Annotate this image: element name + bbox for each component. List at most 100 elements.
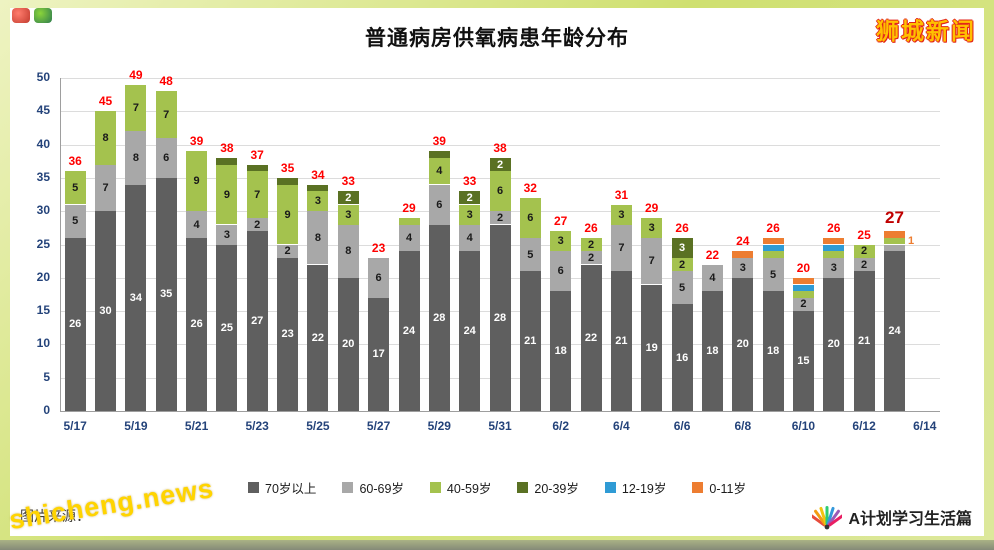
bar-segment [307, 211, 329, 265]
bar-segment-label: 6 [375, 271, 382, 284]
bar-segment-label: 16 [675, 351, 689, 364]
legend-label: 40-59岁 [446, 482, 492, 496]
bar-segment [610, 224, 632, 272]
bar-segment [368, 257, 390, 298]
bar-segment-label: 3 [345, 208, 352, 221]
bar-segment-label: 7 [102, 181, 109, 194]
bar-segment-label: 6 [163, 151, 170, 164]
bar-segment-label: 2 [254, 218, 261, 231]
bar-segment [428, 224, 450, 411]
footer-logo: A计划学习生活篇 [812, 503, 972, 530]
legend-label: 60-69岁 [359, 482, 404, 496]
bar-segment [216, 244, 238, 411]
bar-segment-label: 6 [557, 265, 564, 278]
gridline [60, 411, 940, 412]
bar-total-label: 38 [493, 140, 507, 155]
bar-segment [823, 277, 845, 411]
x-axis-tick-label: 5/19 [124, 419, 148, 433]
bar-segment-label: 3 [648, 221, 655, 234]
bar-segment [519, 271, 541, 411]
bar-segment [155, 137, 177, 178]
bar-segment [580, 251, 602, 265]
legend-swatch [517, 482, 529, 493]
bar-segment-label: 2 [587, 251, 595, 264]
bar-segment [671, 304, 693, 411]
bar-segment-label: 17 [372, 348, 385, 361]
bar-segment [307, 184, 329, 192]
bar-total-label: 29 [402, 200, 416, 215]
bar-segment [792, 291, 814, 298]
bar-segment-label: 4 [405, 231, 413, 244]
bar-total-label: 48 [159, 74, 173, 89]
chart-plot-area: 0 5 10 15 20 25 30 35 40 45 50 26 5 5 36 30 7 8 45 34 8 7 49 35… [10, 8, 984, 473]
bar-segment [489, 157, 511, 172]
bar-segment-label: 4 [193, 218, 200, 231]
bar-segment-label: 20 [736, 338, 749, 351]
bar-segment [489, 224, 511, 411]
bar-segment-label: 27 [251, 315, 264, 328]
bar-segment [671, 271, 693, 305]
bar-segment-label: 28 [433, 311, 446, 324]
x-axis-tick-label: 6/12 [852, 419, 876, 433]
bar-total-label: 26 [584, 220, 598, 235]
bar-segment-label: 26 [69, 318, 82, 331]
bar-segment [95, 111, 116, 165]
bar-segment-label: 24 [463, 325, 476, 338]
bar-total-label: 29 [645, 200, 659, 215]
bar-segment [823, 237, 845, 245]
bar-total-label: 32 [523, 180, 537, 195]
bar-total-label: 49 [129, 67, 143, 82]
bar-segment [610, 271, 632, 411]
x-axis-tick-label: 6/2 [552, 419, 570, 433]
legend-item: 20-39岁 [517, 478, 579, 497]
y-axis-tick-label: 0 [43, 403, 50, 417]
bar-segment [610, 204, 632, 225]
bar-segment-label: 21 [857, 335, 871, 348]
bar-segment [580, 237, 602, 252]
y-axis-tick-label: 15 [36, 303, 50, 318]
x-axis-tick-label: 5/31 [488, 419, 512, 433]
legend-item: 40-59岁 [429, 478, 492, 497]
y-axis-tick-label: 50 [36, 70, 50, 84]
bar-segment-label: 8 [345, 245, 352, 258]
decor-icons [12, 8, 52, 23]
bar-segment-label: 5 [72, 215, 79, 228]
legend-swatch [342, 482, 354, 493]
bar-segment-label: 21 [615, 335, 628, 348]
bar-segment-label: 23 [281, 328, 294, 341]
bar-segment [884, 251, 905, 411]
bar-segment-label: 3 [618, 208, 625, 221]
bar-segment [337, 204, 359, 225]
bar-segment [853, 244, 875, 258]
bar-segment [64, 204, 86, 238]
bar-total-label: 25 [857, 227, 871, 242]
bar-total-label: 26 [675, 220, 689, 235]
bar-segment [550, 231, 572, 252]
bar-segment-label: 2 [466, 191, 473, 204]
bar-segment [853, 271, 875, 411]
bar-segment [732, 277, 754, 411]
bar-total-label: 27 [554, 214, 568, 229]
bar-segment [823, 244, 845, 252]
legend-item: 70岁以上 [248, 478, 316, 497]
bar-segment [823, 251, 845, 258]
bar-segment [489, 171, 511, 212]
bar-segment [428, 184, 450, 225]
legend-item: 0-11岁 [692, 478, 746, 497]
x-axis-tick-label: 5/17 [63, 419, 87, 433]
bar-segment [125, 131, 147, 185]
legend-swatch [429, 482, 441, 493]
footer-logo-text: A计划学习生活篇 [848, 510, 972, 528]
bar-segment [459, 191, 481, 205]
bar-segment [64, 171, 86, 205]
legend-label: 12-19岁 [621, 482, 667, 496]
bar-segment-label: 7 [163, 108, 170, 121]
bar-segment-label: 7 [132, 102, 139, 114]
legend-item: 12-19岁 [604, 478, 667, 497]
bar-segment-label: 18 [766, 345, 780, 358]
x-axis-tick-label: 6/14 [913, 419, 937, 433]
chart-title: 普通病房供氧病患年龄分布 [365, 27, 629, 50]
bar-segment [125, 84, 147, 132]
bar-segment-label: 2 [800, 298, 807, 311]
bar-segment [701, 264, 723, 292]
